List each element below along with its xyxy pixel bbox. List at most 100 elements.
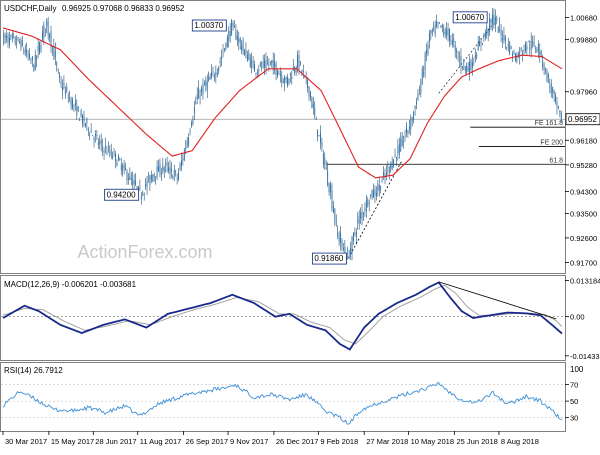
candle-body bbox=[155, 176, 157, 178]
candle-body bbox=[347, 251, 349, 253]
candle-body bbox=[378, 183, 380, 191]
candle-body bbox=[308, 86, 310, 97]
candle-body bbox=[470, 60, 472, 71]
candle-body bbox=[209, 76, 211, 80]
candle-body bbox=[416, 101, 417, 105]
rsi-panel-title: RSI(14) 26.7912 bbox=[4, 366, 63, 375]
candle-body bbox=[122, 165, 124, 171]
candle-body bbox=[40, 44, 42, 52]
candle-body bbox=[351, 236, 353, 254]
candle-body bbox=[41, 31, 43, 40]
candle-body bbox=[105, 145, 106, 147]
candle-body bbox=[226, 36, 228, 47]
candle-body bbox=[532, 41, 534, 44]
candle-body bbox=[325, 167, 327, 170]
time-axis-label: 30 Mar 2017 bbox=[5, 437, 47, 446]
candle-body bbox=[139, 187, 141, 189]
candle-body bbox=[224, 48, 225, 51]
candle-body bbox=[285, 77, 287, 80]
candle-body bbox=[225, 43, 227, 49]
moving-average-line bbox=[2, 27, 563, 179]
candle-body bbox=[24, 49, 26, 55]
candle-body bbox=[182, 158, 184, 161]
price-axis-label: 0.94300 bbox=[570, 188, 597, 197]
candle-body bbox=[82, 115, 83, 124]
candle-body bbox=[199, 96, 201, 98]
candle-body bbox=[373, 191, 374, 197]
candle-body bbox=[96, 135, 98, 136]
candle-body bbox=[310, 92, 311, 98]
candle-body bbox=[234, 26, 235, 28]
candle-body bbox=[60, 82, 62, 85]
price-axis-label: 0.92600 bbox=[570, 234, 597, 243]
candle-body bbox=[66, 86, 68, 92]
candle-body bbox=[265, 59, 267, 69]
candle-body bbox=[153, 174, 155, 177]
candle-body bbox=[344, 246, 346, 253]
candle-body bbox=[545, 67, 546, 69]
candle-body bbox=[330, 184, 331, 193]
candle-body bbox=[49, 34, 51, 38]
price-annotation-box bbox=[104, 188, 140, 201]
candle-body bbox=[348, 256, 350, 259]
candle-body bbox=[166, 163, 168, 165]
candle-body bbox=[502, 38, 503, 40]
candle-body bbox=[152, 174, 154, 182]
candle-body bbox=[284, 76, 286, 84]
candle-body bbox=[6, 35, 8, 38]
candle-body bbox=[31, 56, 33, 61]
candle-body bbox=[487, 30, 489, 34]
candle-body bbox=[103, 150, 105, 153]
candle-body bbox=[145, 183, 147, 186]
candle-body bbox=[473, 62, 475, 63]
candle-body bbox=[255, 73, 257, 74]
candle-body bbox=[158, 166, 159, 172]
level-label: 61.8 bbox=[549, 157, 563, 164]
candle-body bbox=[401, 135, 403, 147]
macd-panel-title: MACD(12,26,9) -0.006201 -0.003681 bbox=[4, 280, 137, 289]
candle-body bbox=[170, 168, 172, 172]
candle-body bbox=[56, 62, 58, 66]
candle-body bbox=[100, 140, 102, 144]
candle-body bbox=[291, 76, 293, 80]
candle-body bbox=[156, 166, 158, 178]
candle-body bbox=[239, 38, 241, 43]
candle-body bbox=[188, 137, 190, 145]
candle-body bbox=[107, 146, 109, 148]
candle-body bbox=[191, 122, 192, 126]
candle-body bbox=[264, 60, 266, 68]
candle-body bbox=[398, 143, 400, 155]
candle-body bbox=[46, 18, 48, 26]
candle-body bbox=[7, 35, 9, 42]
candle-body bbox=[183, 149, 185, 161]
rsi-axis-label: 50 bbox=[570, 397, 578, 406]
candle-body bbox=[126, 171, 128, 181]
macd-axis-label: 0.00 bbox=[570, 313, 585, 322]
candle-body bbox=[30, 60, 32, 61]
candle-body bbox=[69, 97, 71, 99]
candle-body bbox=[559, 110, 561, 114]
candle-body bbox=[388, 169, 390, 172]
candle-body bbox=[314, 108, 316, 116]
candle-body bbox=[523, 50, 525, 52]
candle-body bbox=[328, 182, 330, 193]
candle-body bbox=[13, 35, 15, 37]
price-axis-label: 0.96180 bbox=[570, 136, 597, 145]
candle-body bbox=[307, 79, 309, 89]
candle-body bbox=[408, 126, 410, 130]
candle-body bbox=[231, 20, 233, 36]
candle-body bbox=[474, 54, 476, 59]
candle-body bbox=[72, 99, 73, 109]
candle-body bbox=[363, 212, 364, 214]
candle-body bbox=[451, 40, 453, 45]
candle-body bbox=[449, 29, 450, 41]
candle-body bbox=[120, 164, 122, 171]
candle-body bbox=[504, 37, 506, 42]
time-axis-label: 9 Feb 2018 bbox=[320, 437, 358, 446]
price-annotation-box bbox=[452, 11, 488, 24]
candle-body bbox=[400, 139, 402, 151]
candle-body bbox=[74, 101, 76, 106]
candle-body bbox=[23, 50, 25, 52]
candle-body bbox=[84, 123, 86, 126]
